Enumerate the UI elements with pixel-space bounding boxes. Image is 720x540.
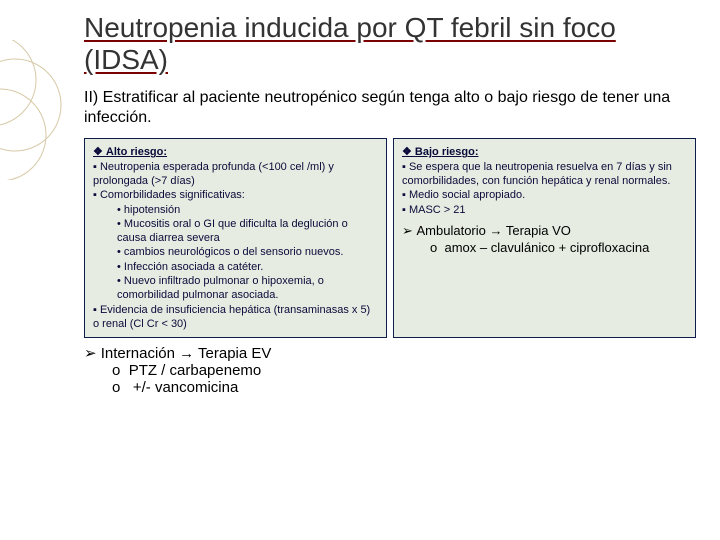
hr-bullet-2: Comorbilidades significativas:: [93, 188, 378, 202]
ambulatory-line: Ambulatorio → Terapia VO: [402, 223, 687, 240]
ambulatory-o1: amox – clavulánico + ciprofloxacina: [402, 240, 687, 257]
hr-comorb-1: hipotensión: [93, 203, 378, 217]
low-risk-heading: Bajo riesgo:: [402, 145, 687, 159]
lr-bullet-2: Medio social apropiado.: [402, 188, 687, 202]
hosp-line: Internación → Terapia EV: [84, 344, 696, 362]
hr-comorb-3: cambios neurológicos o del sensorio nuev…: [93, 245, 378, 259]
hosp-o1: PTZ / carbapenemo: [84, 362, 696, 379]
high-risk-heading: Alto riesgo:: [93, 145, 378, 159]
hr-bullet-3: Evidencia de insuficiencia hepática (tra…: [93, 303, 378, 332]
hr-bullet-1: Neutropenia esperada profunda (<100 cel …: [93, 160, 378, 189]
lr-bullet-3: MASC > 21: [402, 203, 687, 217]
hr-comorb-5: Nuevo infiltrado pulmonar o hipoxemia, o…: [93, 274, 378, 303]
hr-comorb-4: Infección asociada a catéter.: [93, 260, 378, 274]
ambulatory-block: Ambulatorio → Terapia VO amox – clavulán…: [402, 223, 687, 257]
hr-comorb-2: Mucositis oral o GI que dificulta la deg…: [93, 217, 378, 246]
slide-title: Neutropenia inducida por QT febril sin f…: [84, 12, 696, 76]
risk-boxes: Alto riesgo: Neutropenia esperada profun…: [84, 138, 696, 338]
lr-bullet-1: Se espera que la neutropenia resuelva en…: [402, 160, 687, 189]
slide-subtitle: II) Estratificar al paciente neutropénic…: [84, 88, 696, 128]
hospitalization-block: Internación → Terapia EV PTZ / carbapene…: [84, 344, 696, 396]
low-risk-box: Bajo riesgo: Se espera que la neutropeni…: [393, 138, 696, 338]
high-risk-box: Alto riesgo: Neutropenia esperada profun…: [84, 138, 387, 338]
hosp-o2: +/- vancomicina: [84, 379, 696, 396]
slide: Neutropenia inducida por QT febril sin f…: [0, 0, 720, 404]
